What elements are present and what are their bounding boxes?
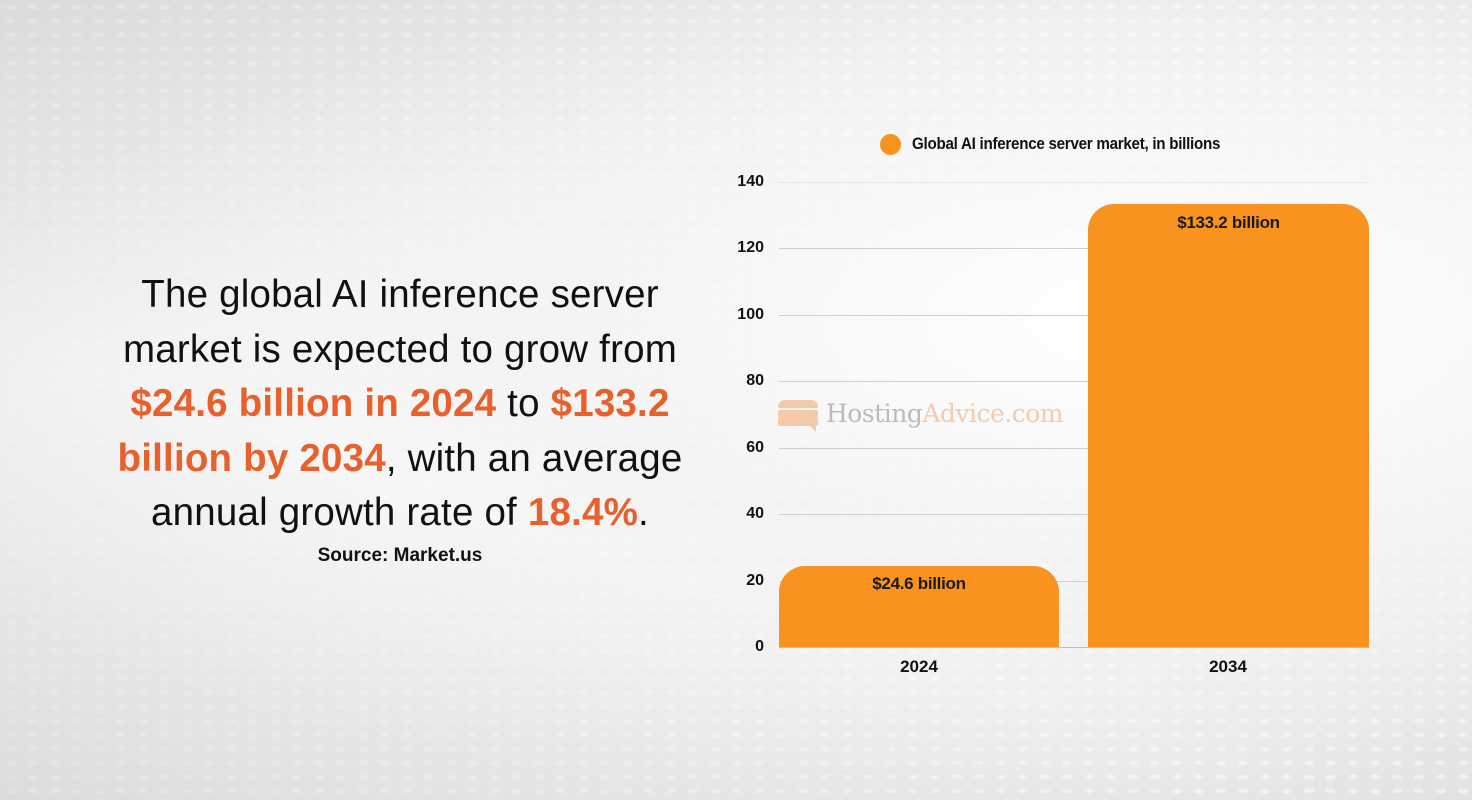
statement-text: . bbox=[638, 491, 649, 534]
gridline-80 bbox=[779, 381, 1369, 382]
statement-line-1: The global AI inference server bbox=[80, 268, 720, 323]
y-tick: 140 bbox=[737, 173, 764, 190]
statement-text: , with an average bbox=[385, 436, 683, 480]
statement-text: market is expected to grow from bbox=[123, 327, 677, 371]
hostingadvice-watermark: HostingAdvice.com bbox=[778, 398, 1064, 432]
gridline-40 bbox=[779, 514, 1369, 515]
legend-label: Global AI inference server market, in bi… bbox=[912, 134, 1221, 153]
bar-data-label: $24.6 billion bbox=[872, 574, 966, 593]
gridline-140 bbox=[779, 182, 1369, 183]
y-tick: 120 bbox=[737, 239, 764, 256]
gridline-120 bbox=[779, 248, 1369, 249]
legend-swatch-icon bbox=[880, 133, 901, 155]
y-tick: 20 bbox=[746, 572, 764, 589]
highlight-growth-rate: 18.4% bbox=[527, 491, 639, 534]
watermark-text-part: Advice.com bbox=[922, 398, 1064, 428]
statement-line-4: billion by 2034, with an average bbox=[80, 432, 720, 487]
bar-2034: $133.2 billion bbox=[1088, 204, 1369, 647]
y-tick: 80 bbox=[746, 372, 764, 389]
y-axis: 140 120 100 80 60 40 20 0 bbox=[720, 0, 764, 800]
chart-legend: Global AI inference server market, in bi… bbox=[880, 133, 1247, 155]
gridline-20 bbox=[779, 581, 1369, 582]
y-tick: 60 bbox=[746, 439, 764, 456]
x-tick: 2024 bbox=[900, 657, 938, 676]
statement-text: The global AI inference server bbox=[141, 273, 659, 316]
statement-line-3: $24.6 billion in 2024 to $133.2 bbox=[80, 377, 720, 432]
watermark-text-part: Hosting bbox=[826, 398, 923, 428]
plot-area: $24.6 billion $133.2 billion bbox=[779, 182, 1369, 648]
statement-line-2: market is expected to grow from bbox=[80, 323, 720, 378]
highlight-2034-value: $133.2 bbox=[550, 382, 670, 425]
server-chat-logo-icon bbox=[778, 398, 818, 432]
y-tick: 40 bbox=[746, 505, 764, 522]
bar-data-label: $133.2 billion bbox=[1177, 213, 1280, 232]
baseline-0 bbox=[779, 647, 1369, 648]
y-tick: 0 bbox=[755, 638, 764, 655]
bar-2024: $24.6 billion bbox=[779, 566, 1059, 647]
highlight-2034-year: billion by 2034 bbox=[117, 436, 386, 480]
source-citation: Source: Market.us bbox=[317, 545, 483, 566]
y-tick: 100 bbox=[737, 306, 764, 323]
statement-text: annual growth rate of bbox=[151, 491, 528, 534]
statement-text: to bbox=[496, 382, 551, 425]
statement-line-5: annual growth rate of 18.4%. bbox=[80, 486, 720, 541]
gridline-100 bbox=[779, 315, 1369, 316]
gridline-60 bbox=[779, 448, 1369, 449]
x-tick: 2034 bbox=[1209, 657, 1247, 676]
headline-statement: The global AI inference server market is… bbox=[80, 268, 720, 541]
highlight-2024-value: $24.6 billion in 2024 bbox=[130, 382, 497, 425]
watermark-text: HostingAdvice.com bbox=[826, 398, 1064, 428]
